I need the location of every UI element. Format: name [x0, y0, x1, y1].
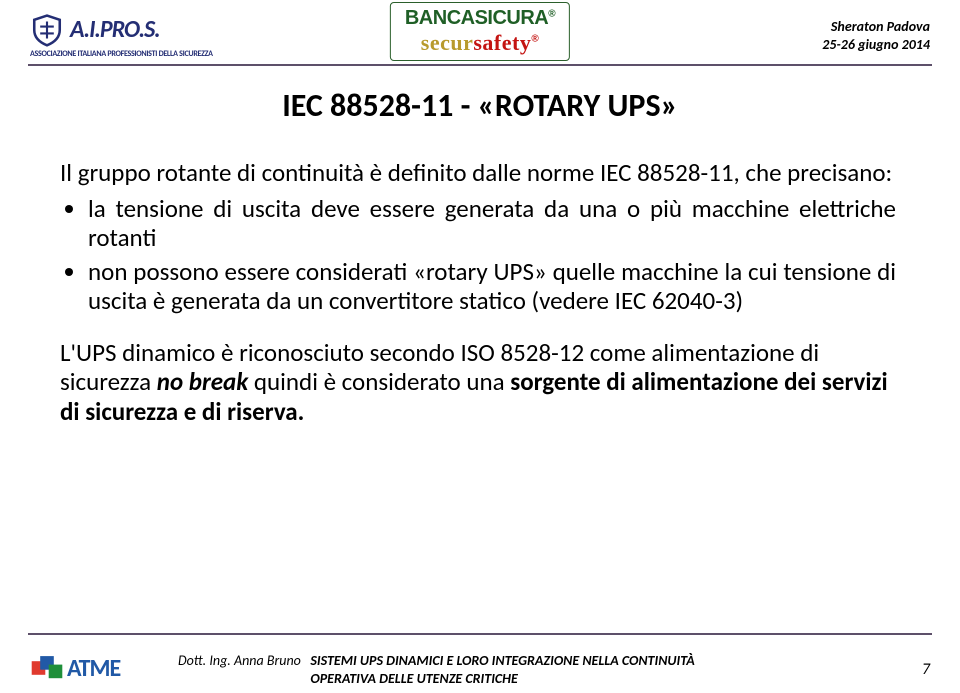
- slide-title: IEC 88528-11 - «ROTARY UPS»: [0, 86, 960, 125]
- bancasicura-logo: BANCASICURA®: [405, 7, 555, 30]
- secursafety-logo: secursafety®: [405, 30, 555, 56]
- bancasicura-text: BANCASICURA: [405, 7, 548, 29]
- page-number: 7: [922, 660, 930, 687]
- footer-title-line2: OPERATIVA DELLE UTENZE CRITICHE: [310, 670, 517, 687]
- registered-icon: ®: [531, 34, 539, 45]
- aipros-logo: A.I.PRO.S.: [30, 13, 160, 47]
- list-item: la tensione di uscita deve essere genera…: [88, 194, 896, 253]
- event-info: Sheraton Padova 25-26 giugno 2014: [822, 18, 930, 54]
- top-divider: [28, 64, 932, 66]
- event-location: Sheraton Padova: [822, 18, 930, 36]
- footer-title-line1: SISTEMI UPS DINAMICI E LORO INTEGRAZIONE…: [310, 652, 694, 669]
- aipros-logo-block: A.I.PRO.S. ASSOCIAZIONE ITALIANA PROFESS…: [30, 13, 213, 59]
- event-date: 25-26 giugno 2014: [822, 36, 930, 54]
- bottom-divider: [28, 633, 932, 635]
- aipros-name: A.I.PRO.S.: [70, 18, 160, 42]
- footer: ATME Dott. Ing. Anna Bruno SISTEMI UPS D…: [30, 649, 930, 687]
- paragraph-2: L'UPS dinamico è riconosciuto secondo IS…: [60, 338, 896, 427]
- safety-text: safety: [473, 30, 531, 55]
- slide: A.I.PRO.S. ASSOCIAZIONE ITALIANA PROFESS…: [0, 0, 960, 693]
- footer-author: Dott. Ing. Anna Bruno: [178, 652, 301, 669]
- atme-icon: [30, 654, 64, 682]
- bullet-list: la tensione di uscita deve essere genera…: [60, 194, 896, 316]
- list-item: non possono essere considerati «rotary U…: [88, 257, 896, 316]
- registered-icon: ®: [548, 8, 555, 19]
- shield-icon: [30, 13, 64, 47]
- center-logos: BANCASICURA® secursafety®: [390, 2, 570, 61]
- aipros-subtitle: ASSOCIAZIONE ITALIANA PROFESSIONISTI DEL…: [30, 49, 213, 59]
- content: Il gruppo rotante di continuità è defini…: [60, 158, 896, 432]
- atme-logo: ATME: [30, 649, 138, 687]
- secur-text: secur: [421, 30, 474, 55]
- para2-emphasis: no break: [157, 366, 249, 397]
- atme-text: ATME: [67, 654, 120, 683]
- header: A.I.PRO.S. ASSOCIAZIONE ITALIANA PROFESS…: [0, 0, 960, 68]
- footer-center: Dott. Ing. Anna Bruno SISTEMI UPS DINAMI…: [178, 652, 922, 687]
- intro-paragraph: Il gruppo rotante di continuità è defini…: [60, 158, 896, 188]
- para2-text: quindi è considerato una: [248, 366, 510, 397]
